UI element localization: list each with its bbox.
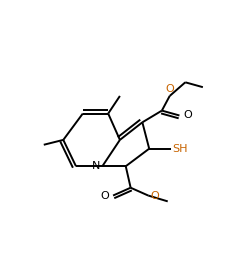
Text: O: O [100,191,109,201]
Text: O: O [182,111,191,121]
Text: N: N [92,161,100,171]
Text: SH: SH [172,144,187,154]
Text: O: O [165,84,173,94]
Text: O: O [149,191,158,201]
